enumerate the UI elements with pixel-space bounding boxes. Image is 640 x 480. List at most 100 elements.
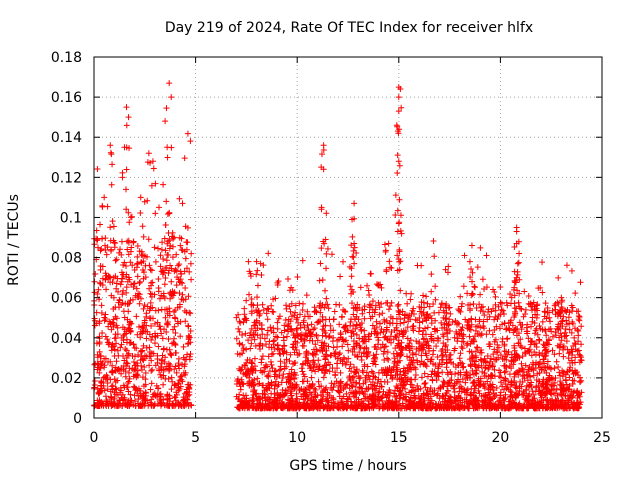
- data-point: [270, 325, 277, 332]
- data-point: [303, 292, 310, 299]
- data-point: [134, 273, 141, 280]
- data-point: [395, 301, 402, 308]
- data-point: [406, 365, 413, 372]
- data-point: [577, 352, 584, 359]
- data-point: [110, 316, 117, 323]
- data-point: [398, 405, 405, 412]
- data-point: [233, 380, 240, 387]
- data-point: [359, 307, 366, 314]
- data-point: [365, 287, 372, 294]
- data-point: [394, 128, 401, 135]
- data-point: [330, 334, 337, 341]
- data-point: [183, 239, 190, 246]
- data-point: [264, 327, 271, 334]
- data-point: [97, 353, 104, 360]
- data-point: [235, 395, 242, 402]
- data-point: [337, 378, 344, 385]
- data-point: [126, 402, 133, 409]
- data-point: [123, 104, 130, 111]
- data-point: [566, 396, 573, 403]
- data-point: [454, 398, 461, 405]
- data-point: [148, 380, 155, 387]
- data-point: [134, 243, 141, 250]
- data-point: [109, 341, 116, 348]
- data-point: [119, 174, 126, 181]
- data-point: [98, 245, 105, 252]
- data-point: [121, 396, 128, 403]
- data-point: [143, 353, 150, 360]
- data-point: [102, 393, 109, 400]
- data-point: [257, 335, 264, 342]
- data-point: [257, 340, 264, 347]
- data-point: [376, 304, 383, 311]
- data-point: [575, 372, 582, 379]
- data-point: [341, 404, 348, 411]
- data-point: [540, 341, 547, 348]
- data-point: [433, 377, 440, 384]
- data-point: [139, 356, 146, 363]
- data-point: [556, 334, 563, 341]
- data-point: [354, 301, 361, 308]
- data-point: [134, 367, 141, 374]
- data-point: [330, 396, 337, 403]
- data-point: [333, 301, 340, 308]
- data-point: [511, 400, 518, 407]
- data-point: [253, 319, 260, 326]
- data-point: [361, 405, 368, 412]
- data-point: [365, 333, 372, 340]
- data-point: [303, 348, 310, 355]
- data-point: [397, 227, 404, 234]
- data-point: [322, 236, 329, 243]
- data-point: [270, 296, 277, 303]
- data-point: [123, 206, 130, 213]
- data-point: [406, 398, 413, 405]
- data-point: [414, 382, 421, 389]
- data-point: [420, 390, 427, 397]
- data-point: [152, 340, 159, 347]
- data-point: [369, 400, 376, 407]
- data-point: [130, 341, 137, 348]
- data-point: [439, 356, 446, 363]
- data-point: [124, 301, 131, 308]
- data-point: [286, 287, 293, 294]
- data-point: [125, 239, 132, 246]
- data-point: [575, 313, 582, 320]
- data-point: [305, 357, 312, 364]
- data-point: [466, 374, 473, 381]
- data-point: [173, 349, 180, 356]
- data-point: [287, 308, 294, 315]
- data-point: [313, 346, 320, 353]
- data-point: [241, 305, 248, 312]
- data-point: [146, 285, 153, 292]
- data-point: [167, 351, 174, 358]
- data-point: [397, 352, 404, 359]
- data-point: [119, 391, 126, 398]
- data-point: [415, 386, 422, 393]
- data-point: [171, 335, 178, 342]
- data-point: [96, 340, 103, 347]
- data-point: [541, 360, 548, 367]
- data-point: [515, 299, 522, 306]
- data-point: [337, 369, 344, 376]
- data-point: [382, 333, 389, 340]
- data-point: [448, 394, 455, 401]
- data-point: [356, 335, 363, 342]
- data-point: [388, 367, 395, 374]
- data-point: [513, 383, 520, 390]
- data-point: [474, 400, 481, 407]
- data-point: [336, 389, 343, 396]
- data-point: [269, 365, 276, 372]
- data-point: [392, 394, 399, 401]
- data-point: [454, 362, 461, 369]
- data-point: [502, 395, 509, 402]
- data-point: [382, 247, 389, 254]
- data-point: [472, 396, 479, 403]
- data-point: [491, 356, 498, 363]
- data-point: [455, 378, 462, 385]
- data-point: [440, 307, 447, 314]
- data-point: [462, 379, 469, 386]
- data-point: [348, 300, 355, 307]
- data-point: [514, 355, 521, 362]
- data-point: [386, 392, 393, 399]
- data-point: [253, 390, 260, 397]
